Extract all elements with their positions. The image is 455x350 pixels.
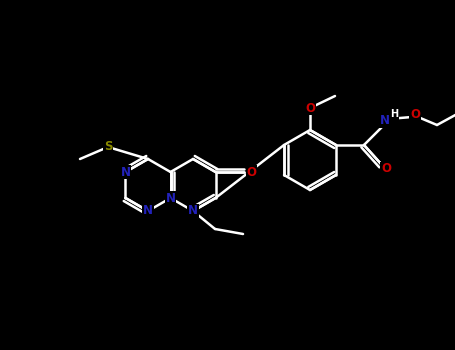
Text: H: H [390,109,398,119]
Text: N: N [380,114,390,127]
Text: N: N [166,191,176,204]
Text: N: N [188,204,198,217]
Text: O: O [305,102,315,114]
Text: N: N [143,204,153,217]
Text: O: O [381,162,391,175]
Text: O: O [247,166,257,178]
Text: O: O [410,107,420,120]
Text: N: N [121,166,131,178]
Text: S: S [104,140,112,154]
